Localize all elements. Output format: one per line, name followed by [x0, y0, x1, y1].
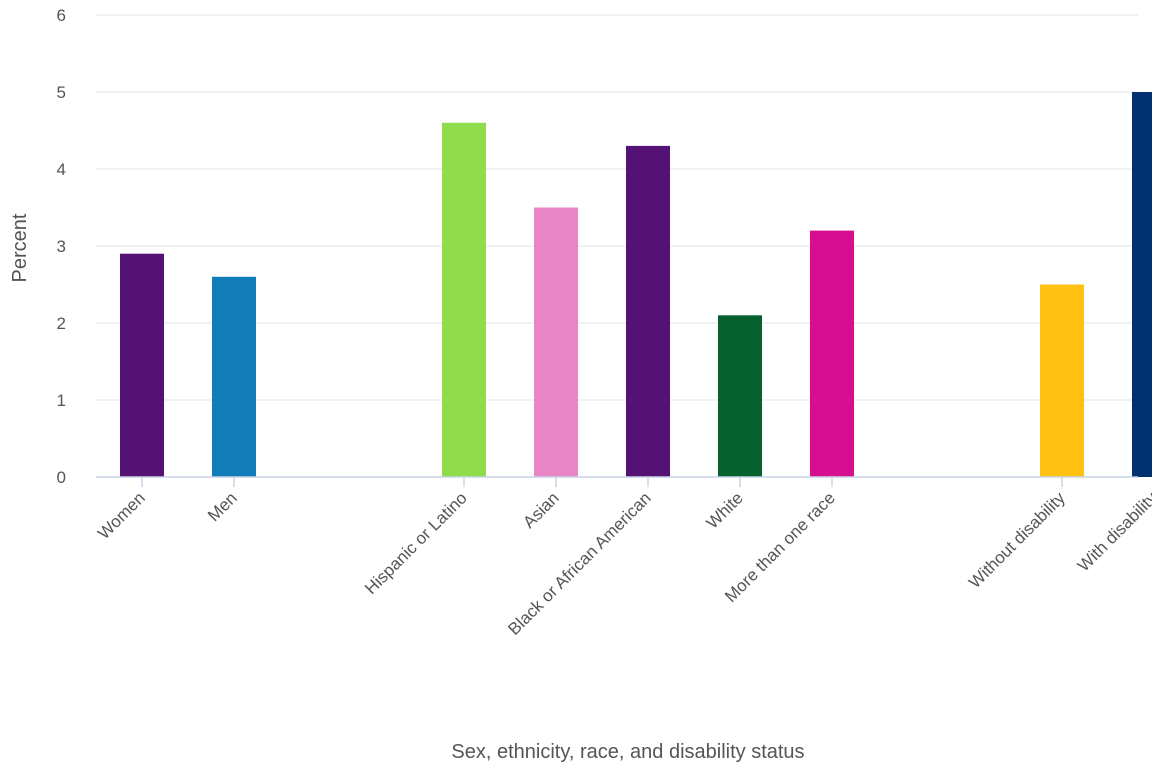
- x-tick-label-white: White: [703, 488, 747, 532]
- x-tick-label-women: Women: [94, 488, 149, 543]
- bar-women: [120, 253, 164, 477]
- bar-black-or-african-american: [626, 145, 670, 477]
- y-tick-label-6: 6: [57, 6, 66, 25]
- x-tick-label-asian: Asian: [519, 488, 563, 532]
- y-tick-label-5: 5: [57, 83, 66, 102]
- gridlines: [96, 14, 1138, 401]
- y-tick-label-2: 2: [57, 314, 66, 333]
- bar-more-than-one-race: [810, 230, 854, 477]
- y-axis-tick-labels: 0 1 2 3 4 5 6: [57, 6, 66, 487]
- bar-without-disability: [1040, 284, 1084, 477]
- bar-white: [718, 315, 762, 477]
- bar-asian: [534, 207, 578, 477]
- y-tick-label-1: 1: [57, 391, 66, 410]
- y-tick-label-3: 3: [57, 237, 66, 256]
- x-axis-title: Sex, ethnicity, race, and disability sta…: [451, 741, 804, 763]
- x-tick-label-with-disability: With disability: [1074, 488, 1152, 575]
- bar-men: [212, 276, 256, 477]
- x-axis-ticks: [141, 477, 1063, 487]
- x-tick-label-hispanic-or-latino: Hispanic or Latino: [361, 488, 471, 598]
- bars: [120, 92, 1152, 478]
- y-tick-label-4: 4: [57, 160, 66, 179]
- x-tick-label-without-disability: Without disability: [965, 488, 1069, 592]
- bar-hispanic-or-latino: [442, 122, 486, 478]
- x-tick-label-men: Men: [204, 488, 241, 525]
- y-axis-title: Percent: [9, 213, 31, 282]
- bar-with-disability: [1132, 92, 1152, 477]
- y-tick-label-0: 0: [57, 468, 66, 487]
